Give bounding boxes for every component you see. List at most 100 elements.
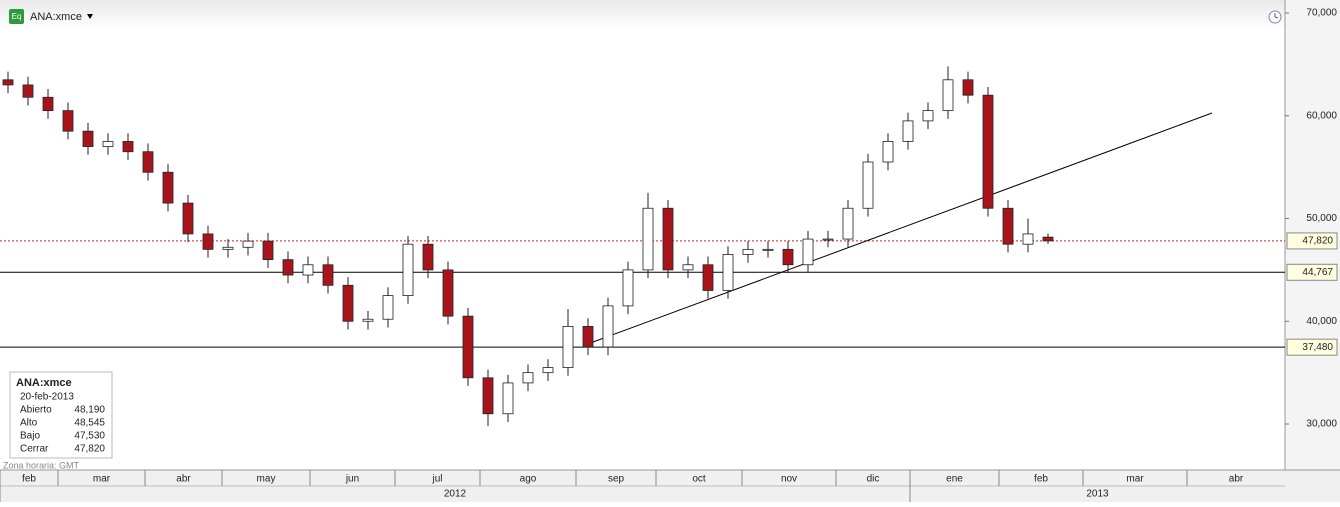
info-label: Bajo xyxy=(20,431,40,442)
x-tick-label: feb xyxy=(1034,474,1048,485)
candle-body xyxy=(342,284,354,322)
x-tick-label: feb xyxy=(22,474,36,485)
x-tick-label: jun xyxy=(345,474,359,485)
candle-body xyxy=(262,240,274,261)
x-tick-label: mar xyxy=(93,474,111,485)
candle-body xyxy=(942,79,954,112)
candle-body xyxy=(782,248,794,266)
x-tick-label: mar xyxy=(1126,474,1144,485)
candle-body xyxy=(62,110,74,132)
candle-body xyxy=(1022,233,1034,245)
timezone: Zona horaria: GMT xyxy=(3,460,80,470)
symbol-icon[interactable] xyxy=(9,9,24,24)
info-value: 47,530 xyxy=(74,431,105,442)
level-tag xyxy=(1286,232,1338,250)
level-tag xyxy=(1286,338,1338,356)
info-box-frame xyxy=(9,371,113,459)
candle-body xyxy=(582,326,594,348)
candle-body xyxy=(822,238,834,241)
candle-body xyxy=(402,243,414,296)
candle-body xyxy=(322,264,334,286)
candle-body xyxy=(242,240,254,248)
info-label: Alto xyxy=(20,418,38,429)
info-value: 47,820 xyxy=(74,444,105,455)
candle-body xyxy=(42,96,54,112)
candle-body xyxy=(302,264,314,276)
x-tick-label: abr xyxy=(1229,474,1244,485)
candle-body xyxy=(502,382,514,415)
candle-body xyxy=(82,130,94,147)
x-tick-label: jul xyxy=(431,474,442,485)
candle-body xyxy=(842,207,854,240)
candle-body xyxy=(182,202,194,235)
info-value: 48,545 xyxy=(74,418,105,429)
level-label: 37,480 xyxy=(1302,342,1333,353)
candle-body xyxy=(542,367,554,374)
candle-body xyxy=(282,259,294,276)
candle-body xyxy=(462,315,474,379)
candle-body xyxy=(1042,236,1054,242)
x-tick-label: nov xyxy=(781,474,797,485)
candle-body xyxy=(422,243,434,271)
x-tick-label: dic xyxy=(867,474,880,485)
candle-body xyxy=(362,318,374,322)
candle-body xyxy=(802,238,814,266)
year-tick-label: 2013 xyxy=(1086,489,1109,500)
info-date: 20-feb-2013 xyxy=(20,392,74,403)
candle-body xyxy=(122,141,134,153)
candle-body xyxy=(102,141,114,147)
candle-body xyxy=(442,269,454,317)
y-tick-label: 70,000 xyxy=(1306,8,1337,19)
x-tick-label: ago xyxy=(520,474,537,485)
info-value: 48,190 xyxy=(74,405,105,416)
candle-body xyxy=(382,295,394,320)
level-label: 47,820 xyxy=(1302,236,1333,247)
candle-body xyxy=(162,171,174,204)
candle-body xyxy=(522,372,534,384)
dropdown-arrow[interactable] xyxy=(87,14,93,19)
candle-body xyxy=(562,326,574,368)
level-label: 44,767 xyxy=(1302,267,1333,278)
x-tick-label: may xyxy=(257,474,276,485)
year-tick-label: 2012 xyxy=(444,489,467,500)
clock-hands xyxy=(1274,13,1279,19)
y-tick-label: 30,000 xyxy=(1306,419,1337,430)
candle-body xyxy=(922,110,934,122)
candle-body xyxy=(642,207,654,271)
header-bar xyxy=(0,0,1285,30)
candle-body xyxy=(702,264,714,291)
candle-body xyxy=(142,151,154,173)
info-label: Cerrar xyxy=(20,444,49,455)
symbol-name[interactable]: ANA:xmce xyxy=(30,11,82,23)
candle-body xyxy=(622,269,634,307)
y-tick-label: 60,000 xyxy=(1306,110,1337,121)
candle-body xyxy=(22,84,34,98)
candle-body xyxy=(742,248,754,255)
info-title: ANA:xmce xyxy=(16,377,72,389)
x-tick-label: ene xyxy=(946,474,963,485)
candle-body xyxy=(862,161,874,209)
candle-body xyxy=(902,120,914,142)
candle-body xyxy=(662,207,674,271)
candle-body xyxy=(722,254,734,291)
x-tick-label: sep xyxy=(608,474,625,485)
candle-body xyxy=(982,94,994,209)
candle-body xyxy=(2,79,14,86)
info-box: ANA:xmce 20-feb-2013 Abierto 48,190 Alto 48,5… xyxy=(9,371,113,459)
candle-body xyxy=(602,305,614,348)
y-tick-label: 50,000 xyxy=(1306,213,1337,224)
candle-body xyxy=(962,79,974,96)
trend-line xyxy=(584,112,1213,346)
candle-body xyxy=(222,246,234,250)
x-tick-label: abr xyxy=(176,474,191,485)
candle-body xyxy=(1002,207,1014,245)
symbol-icon-text: Eq xyxy=(12,12,22,21)
candle-body xyxy=(882,141,894,163)
candle-body xyxy=(682,264,694,271)
candle-body xyxy=(482,377,494,415)
y-tick-label: 40,000 xyxy=(1306,316,1337,327)
candle-body xyxy=(202,233,214,250)
x-tick-label: oct xyxy=(692,474,706,485)
